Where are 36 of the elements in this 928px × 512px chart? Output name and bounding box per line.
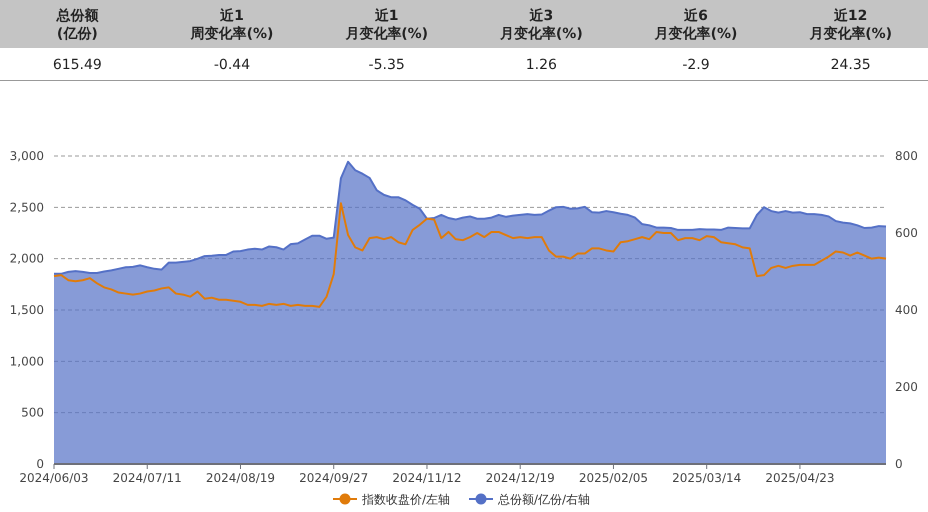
y2-tick-label: 200	[895, 380, 918, 394]
x-tick-label: 2024/12/19	[486, 471, 555, 485]
y-tick-label: 1,000	[10, 354, 44, 368]
data-label: 24.35	[830, 57, 871, 73]
line-series	[53, 202, 887, 308]
data-label: 615.49	[52, 57, 102, 73]
x-tick-label: 2024/06/03	[19, 471, 89, 485]
y-tick-label: 500	[21, 406, 44, 420]
category-label: 总份额(亿份)	[55, 7, 100, 42]
category-label: 近1月变化率(%)	[344, 7, 428, 42]
data-label: 1.26	[526, 57, 558, 73]
category-label: 近3月变化率(%)	[498, 7, 583, 42]
legend-label: 总份额/亿份/右轴	[497, 492, 590, 506]
x-tick-label: 2025/04/23	[765, 471, 835, 485]
x-tick-label: 2024/11/12	[392, 471, 462, 485]
category-label: 近1周变化率(%)	[190, 7, 274, 42]
y-tick-label: 2,500	[10, 200, 44, 214]
x-tick-label: 2025/03/14	[672, 471, 742, 485]
x-tick-label: 2024/07/11	[112, 471, 182, 485]
y-tick-label: 2,000	[10, 252, 44, 266]
y2-tick-label: 800	[895, 149, 918, 163]
data-label: -2.9	[682, 57, 710, 73]
data-label: -0.44	[214, 57, 250, 73]
x-tick-label: 2024/09/27	[299, 471, 368, 485]
y-tick-label: 1,500	[10, 303, 44, 317]
y2-tick-label: 0	[895, 457, 903, 471]
data-label: -5.35	[368, 57, 405, 73]
y-tick-label: 0	[36, 457, 44, 471]
y2-tick-label: 400	[895, 303, 918, 317]
y-tick-label: 3,000	[10, 149, 44, 163]
category-label: 近12月变化率(%)	[808, 7, 892, 42]
x-tick-label: 2025/02/05	[578, 471, 648, 485]
x-tick-label: 2024/08/19	[206, 471, 276, 485]
category-label: 近6月变化率(%)	[654, 7, 738, 42]
legend-label: 指数收盘价/左轴	[361, 492, 450, 506]
y2-tick-label: 600	[895, 226, 918, 240]
